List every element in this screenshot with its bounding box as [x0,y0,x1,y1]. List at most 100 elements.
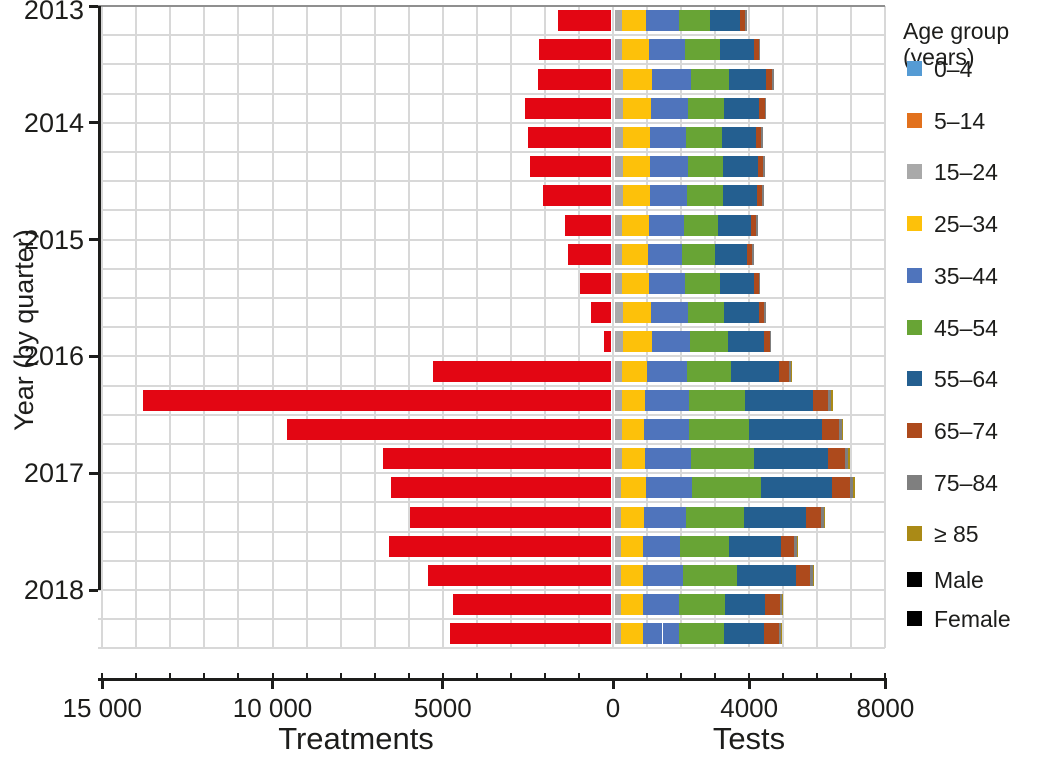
test-segment-2016-Q2-male [830,389,832,411]
test-segment-2013-Q3-male [766,68,770,90]
x-tick-label: 0 [605,693,621,723]
test-segment-2014-Q4-male [622,214,637,236]
legend-label-15–24: 15–24 [934,159,998,186]
legend-swatch-25–34 [907,216,922,232]
test-segment-2017-Q4-male [643,564,668,586]
test-segment-2013-Q4-female [710,97,725,119]
test-segment-2013-Q4-male [622,97,639,119]
treatment-bar-2017-Q2 [409,506,611,528]
gridline-horizontal [98,180,885,183]
test-segment-2016-Q4-male [827,448,841,470]
test-segment-2016-Q2-female [724,389,745,411]
test-segment-2018-Q2-male [763,623,774,645]
treatment-bar-2013-Q2 [539,39,611,61]
legend-swatch-Female [907,611,922,626]
test-segment-2015-Q1-female [750,243,753,265]
legend-swatch-0–4 [907,61,922,76]
legend-swatch-45–54 [907,319,922,335]
test-segment-2017-Q3-male [780,535,791,557]
test-segment-2013-Q3-male [729,68,754,90]
test-segment-2016-Q4-male [848,448,850,470]
test-segment-2014-Q2-female [745,156,758,178]
test-segment-2015-Q1-male [747,243,751,265]
test-segment-2015-Q4-female [770,331,772,353]
test-segment-2017-Q1-female [845,477,851,499]
test-segment-2016-Q4-male [691,448,732,470]
test-segment-2016-Q4-female [673,448,692,470]
test-segment-2016-Q2-male [828,389,830,411]
x-axis-minor-tick [407,673,410,678]
x-axis-minor-tick [577,673,580,678]
y-axis-title: Year (by quarter) [9,229,39,431]
gridline-horizontal [98,34,885,37]
test-segment-2015-Q2-female [637,272,650,294]
test-segment-2015-Q1-male [647,243,667,265]
test-segment-2017-Q4-male [810,564,812,586]
test-segment-2013-Q2-female [617,39,623,61]
legend: Age group (years) 0–4 5–14 15–24 25–34 35–44… [893,6,1064,656]
x-axis-minor-tick [884,673,887,678]
test-segment-2015-Q3-female [617,302,623,324]
test-segment-2015-Q3-male [622,302,639,324]
test-segment-2013-Q2-male [649,39,670,61]
test-segment-2013-Q4-female [638,97,651,119]
test-segment-2016-Q3-female [833,418,839,440]
treatment-bar-2016-Q3 [287,418,611,440]
test-segment-2015-Q4-male [727,331,752,353]
test-segment-2017-Q1-female [851,477,854,499]
gridline-horizontal [98,472,885,475]
y-tick-label-2015: 2015 [23,224,84,255]
test-segment-2016-Q1-male [778,360,787,382]
test-segment-2016-Q3-male [689,418,727,440]
test-segment-2015-Q2-female [756,272,759,294]
legend-label-65–74: 65–74 [934,417,998,444]
test-segment-2017-Q3-female [711,535,730,557]
test-segment-2013-Q3-female [769,68,772,90]
gridline-horizontal [98,121,885,124]
y-tick-label-2018: 2018 [23,575,84,605]
y-axis-tick [89,354,98,358]
test-segment-2014-Q2-male [763,156,764,178]
test-segment-2016-Q2-male [622,389,635,411]
gridline-horizontal [98,501,885,504]
test-segment-2016-Q1-female [714,360,731,382]
test-segment-2015-Q4-male [622,331,639,353]
x-axis-minor-tick [543,673,546,678]
test-segment-2016-Q1-female [790,360,792,382]
test-segment-2017-Q1-male [614,477,618,499]
test-segment-2016-Q2-female [617,389,623,411]
test-segment-2018-Q2-male [780,623,782,645]
y-axis-tick [89,121,98,125]
test-segment-2017-Q3-male [680,535,712,557]
test-segment-2016-Q2-female [823,389,829,411]
x-axis-minor-tick [782,673,785,678]
treatment-bar-2014-Q2 [529,156,611,178]
test-segment-2018-Q2-female [779,623,781,645]
test-segment-2015-Q3-male [723,302,747,324]
test-segment-2013-Q1-female [617,10,622,32]
test-segment-2015-Q1-female [617,243,622,265]
test-segment-2017-Q3-male [796,535,798,557]
test-segment-2018-Q1-female [775,594,780,616]
test-segment-2017-Q3-male [794,535,796,557]
test-segment-2013-Q4-female [762,97,765,119]
test-segment-2018-Q2-male [621,623,633,645]
test-segment-2018-Q2-female [773,623,779,645]
test-segment-2015-Q1-male [715,243,736,265]
test-segment-2016-Q3-female [840,418,842,440]
test-segment-2013-Q4-female [671,97,689,119]
test-segment-2015-Q4-female [767,331,770,353]
test-segment-2014-Q1-male [721,126,744,148]
test-segment-2015-Q2-female [669,272,686,294]
test-segment-2018-Q1-male [782,594,783,616]
x-axis-minor-tick [373,673,376,678]
y-tick-label-2013: 2013 [23,0,84,25]
test-segment-2016-Q3-female [672,418,690,440]
test-segment-2016-Q2-male [812,389,824,411]
test-segment-2016-Q2-female [829,389,831,411]
treatment-bar-2017-Q4 [428,564,611,586]
test-segment-2015-Q3-female [638,302,651,324]
gridline-horizontal [98,326,885,329]
test-segment-2017-Q2-male [805,506,817,528]
